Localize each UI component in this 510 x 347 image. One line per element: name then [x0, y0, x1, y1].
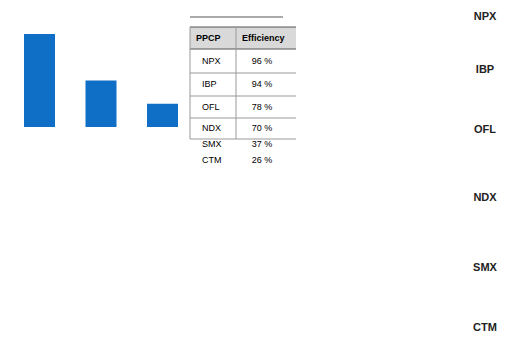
table: PPCP Efficiency NPX 96 % IBP 94 % OFL 78 % NDX 70… — [190, 27, 296, 165]
canvas: PPCP Efficiency NPX 96 % IBP 94 % OFL 78 % NDX 70… — [0, 0, 510, 347]
side-label: NDX — [473, 191, 497, 203]
cell: 94 % — [252, 79, 273, 89]
table-rule — [190, 27, 296, 28]
side-label: NPX — [474, 10, 497, 22]
bar — [86, 81, 117, 128]
cell: 96 % — [252, 56, 273, 66]
cell: NPX — [202, 56, 221, 66]
header-cell: Efficiency — [242, 33, 285, 43]
bar — [24, 34, 55, 127]
bar — [147, 104, 178, 127]
table-rule — [236, 27, 237, 139]
side-label: CTM — [473, 321, 497, 333]
side-label: OFL — [474, 123, 496, 135]
top-rule — [190, 17, 283, 18]
cell: 37 % — [252, 139, 273, 149]
cell: 70 % — [252, 123, 273, 133]
cell: 26 % — [252, 155, 273, 165]
side-label: IBP — [476, 63, 494, 75]
table-rule — [190, 96, 296, 97]
header-bg — [190, 27, 296, 49]
side-label: SMX — [473, 261, 498, 273]
cell: SMX — [202, 139, 222, 149]
cell: NDX — [202, 123, 221, 133]
cell: 78 % — [252, 102, 273, 112]
cell: IBP — [202, 79, 217, 89]
cell: CTM — [202, 155, 222, 165]
table-rule — [190, 73, 296, 74]
table-rule — [190, 49, 296, 50]
bars — [24, 34, 178, 127]
header-cell: PPCP — [196, 33, 221, 43]
cell: OFL — [202, 102, 220, 112]
table-rule — [190, 118, 296, 119]
table-rule — [190, 139, 296, 140]
table-rule — [190, 27, 191, 139]
